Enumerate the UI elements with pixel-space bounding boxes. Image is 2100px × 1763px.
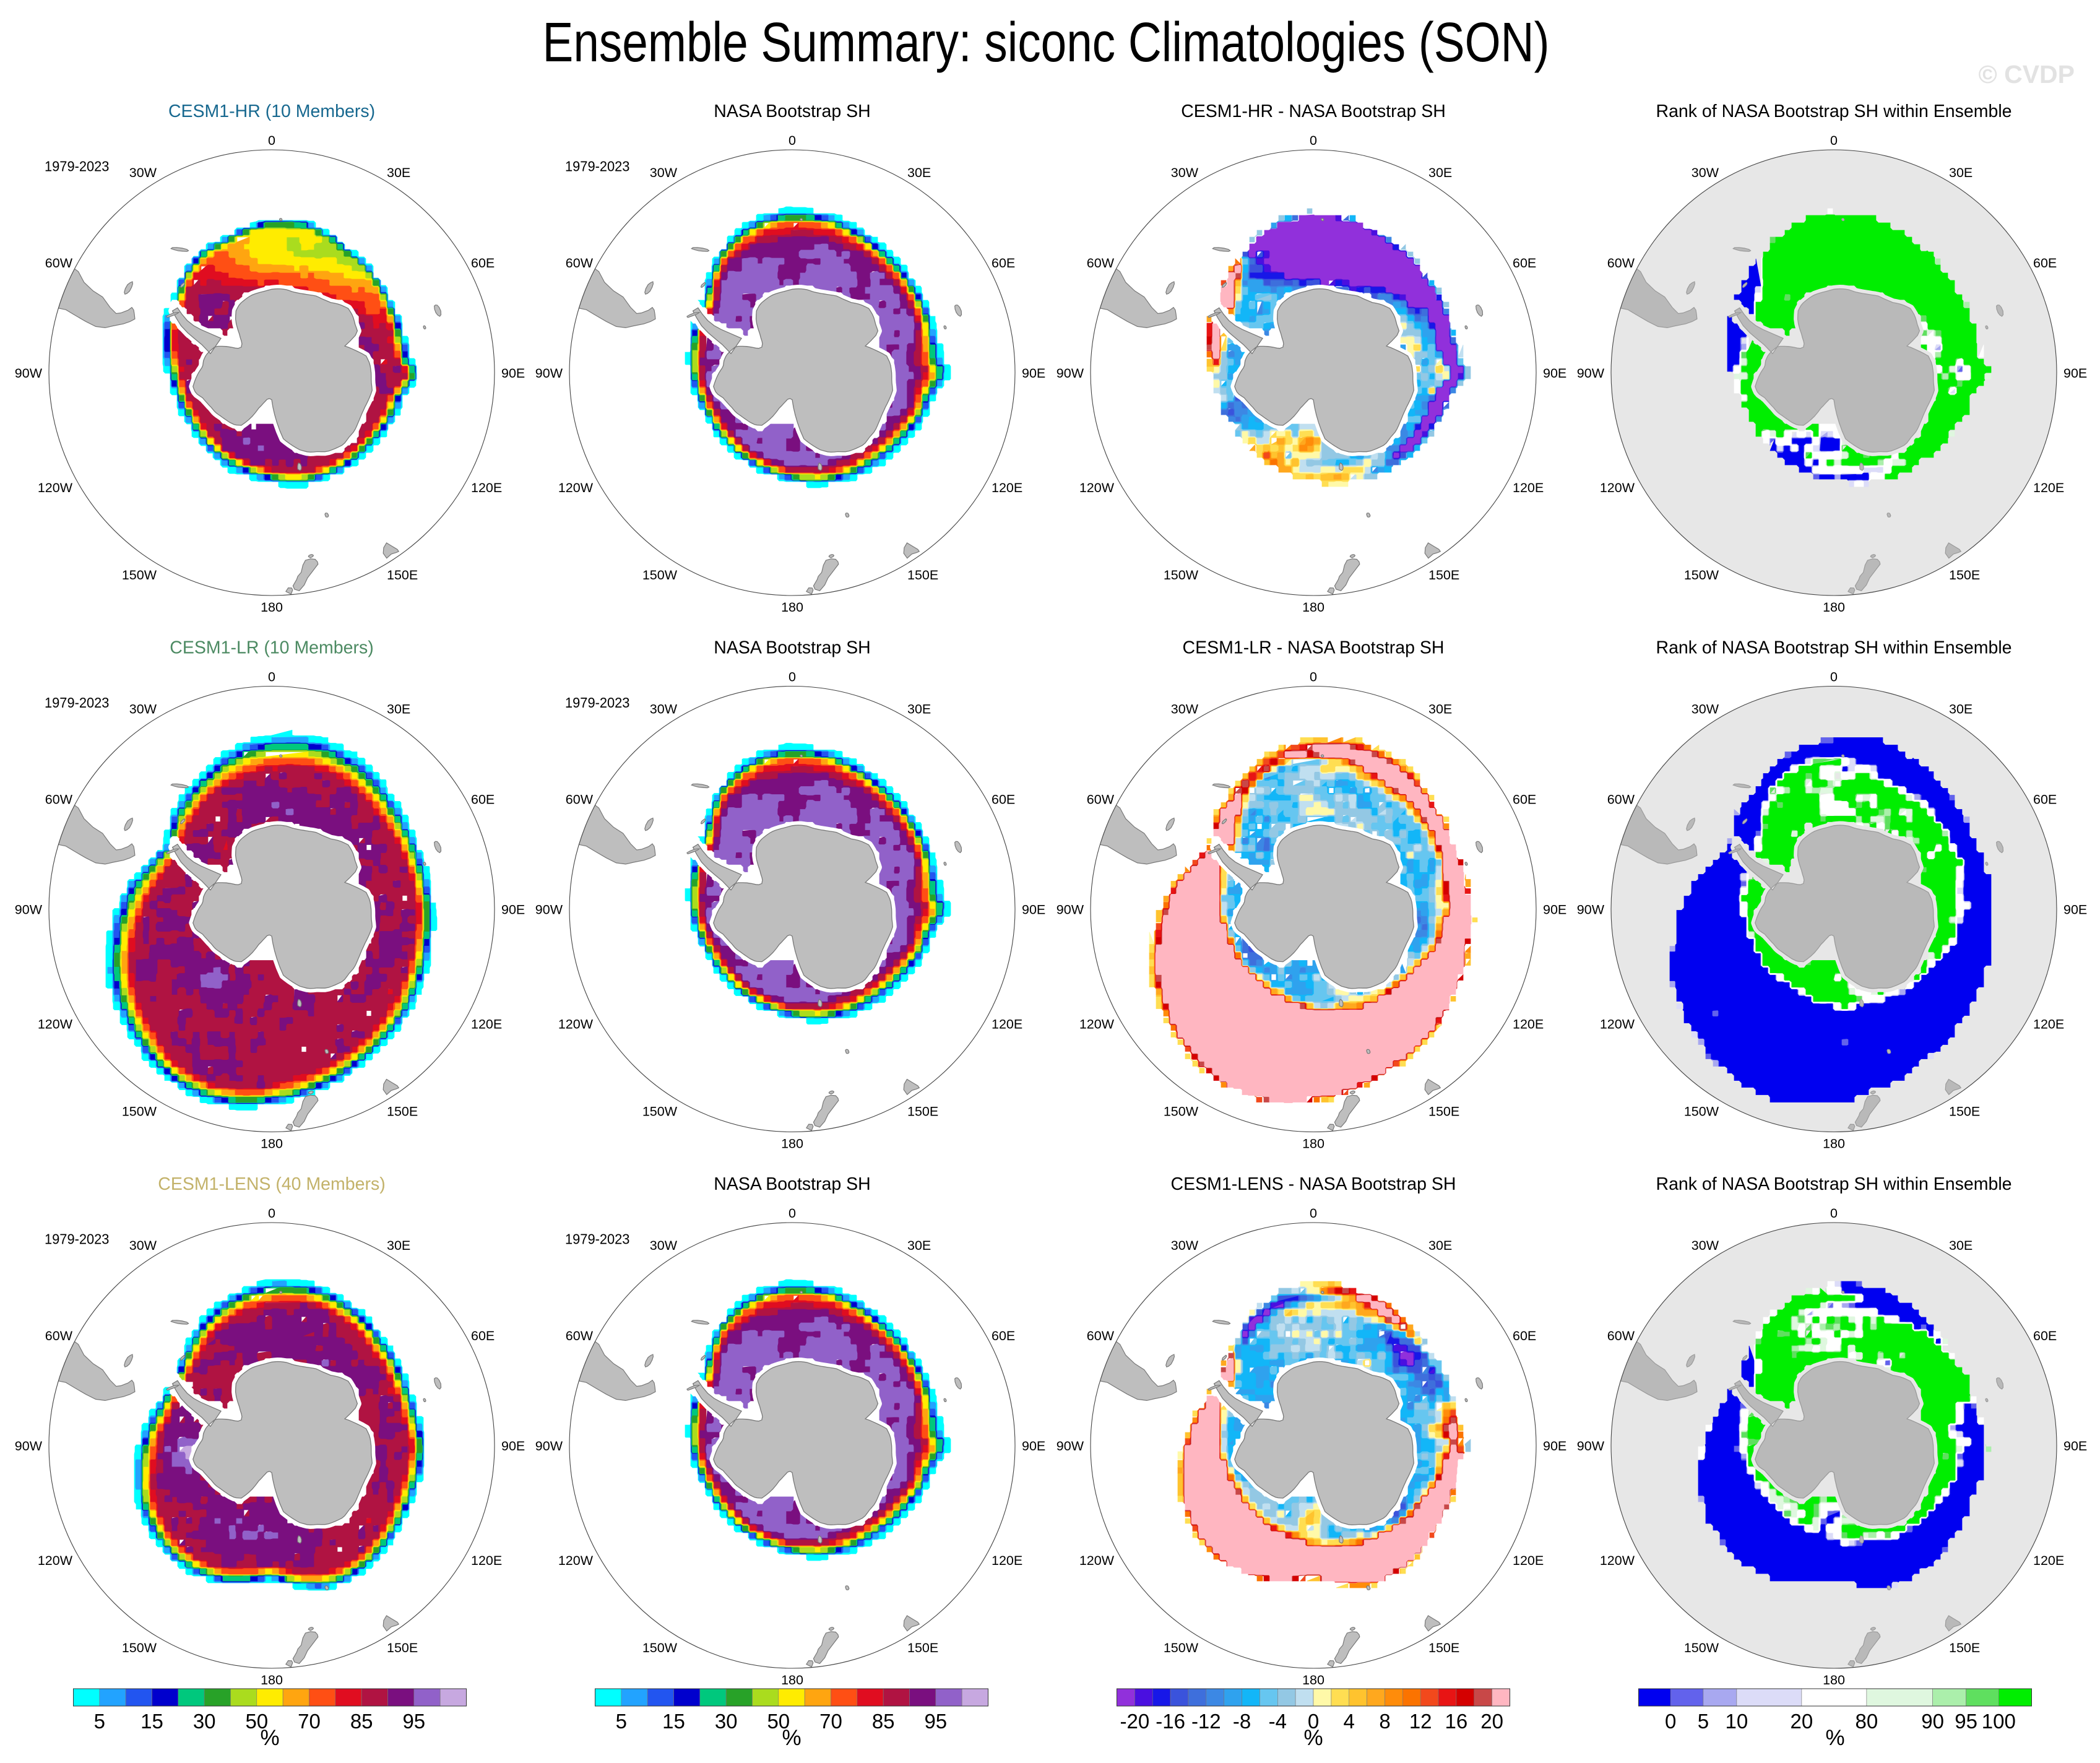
svg-text:100: 100 — [1982, 1710, 2016, 1733]
svg-text:0: 0 — [1665, 1710, 1676, 1733]
svg-text:1979-2023: 1979-2023 — [45, 1231, 109, 1247]
svg-text:1979-2023: 1979-2023 — [565, 1231, 629, 1247]
svg-text:1979-2023: 1979-2023 — [565, 158, 629, 175]
svg-text:8: 8 — [1379, 1710, 1390, 1733]
svg-text:%: % — [260, 1726, 279, 1750]
svg-text:4: 4 — [1344, 1710, 1355, 1733]
svg-text:50: 50 — [767, 1710, 790, 1733]
svg-text:90: 90 — [1921, 1710, 1944, 1733]
svg-text:85: 85 — [350, 1710, 373, 1733]
svg-text:CESM1-LENS - NASA Bootstrap SH: CESM1-LENS - NASA Bootstrap SH — [1171, 1174, 1456, 1194]
svg-text:© CVDP: © CVDP — [1978, 60, 2075, 89]
svg-text:20: 20 — [1480, 1710, 1503, 1733]
svg-text:1979-2023: 1979-2023 — [45, 158, 109, 175]
svg-text:12: 12 — [1409, 1710, 1432, 1733]
svg-text:CESM1-LENS (40 Members): CESM1-LENS (40 Members) — [158, 1174, 385, 1194]
svg-text:1979-2023: 1979-2023 — [45, 695, 109, 711]
svg-text:NASA Bootstrap SH: NASA Bootstrap SH — [714, 102, 870, 121]
svg-text:-16: -16 — [1156, 1710, 1185, 1733]
svg-text:%: % — [1303, 1726, 1323, 1750]
svg-text:15: 15 — [140, 1710, 163, 1733]
svg-text:Rank of NASA Bootstrap SH with: Rank of NASA Bootstrap SH within Ensembl… — [1656, 102, 2011, 121]
svg-text:Rank of NASA Bootstrap SH with: Rank of NASA Bootstrap SH within Ensembl… — [1656, 1174, 2011, 1194]
svg-text:5: 5 — [616, 1710, 627, 1733]
svg-text:15: 15 — [662, 1710, 685, 1733]
svg-text:0: 0 — [1308, 1710, 1319, 1733]
svg-text:CESM1-LR - NASA Bootstrap SH: CESM1-LR - NASA Bootstrap SH — [1183, 638, 1445, 658]
svg-text:CESM1-HR (10 Members): CESM1-HR (10 Members) — [168, 102, 375, 121]
svg-text:95: 95 — [1955, 1710, 1977, 1733]
svg-text:95: 95 — [402, 1710, 425, 1733]
svg-text:NASA Bootstrap SH: NASA Bootstrap SH — [714, 1174, 870, 1194]
svg-text:%: % — [782, 1726, 801, 1750]
svg-text:CESM1-HR - NASA Bootstrap SH: CESM1-HR - NASA Bootstrap SH — [1181, 102, 1446, 121]
svg-text:5: 5 — [94, 1710, 105, 1733]
svg-text:%: % — [1825, 1726, 1844, 1750]
svg-text:-20: -20 — [1120, 1710, 1150, 1733]
svg-text:30: 30 — [193, 1710, 216, 1733]
svg-text:95: 95 — [924, 1710, 947, 1733]
svg-text:Ensemble Summary: siconc Clima: Ensemble Summary: siconc Climatologies (… — [543, 11, 1550, 73]
svg-text:-8: -8 — [1233, 1710, 1251, 1733]
svg-text:20: 20 — [1791, 1710, 1813, 1733]
svg-text:30: 30 — [715, 1710, 738, 1733]
svg-text:80: 80 — [1856, 1710, 1878, 1733]
svg-text:10: 10 — [1726, 1710, 1748, 1733]
svg-text:85: 85 — [872, 1710, 895, 1733]
svg-text:1979-2023: 1979-2023 — [565, 695, 629, 711]
svg-text:-12: -12 — [1191, 1710, 1221, 1733]
svg-text:16: 16 — [1445, 1710, 1468, 1733]
svg-text:70: 70 — [298, 1710, 321, 1733]
svg-text:CESM1-LR (10 Members): CESM1-LR (10 Members) — [170, 638, 373, 658]
svg-text:50: 50 — [245, 1710, 268, 1733]
svg-text:Rank of NASA Bootstrap SH with: Rank of NASA Bootstrap SH within Ensembl… — [1656, 638, 2011, 658]
svg-text:-4: -4 — [1269, 1710, 1287, 1733]
svg-text:70: 70 — [819, 1710, 842, 1733]
svg-text:5: 5 — [1698, 1710, 1709, 1733]
svg-text:NASA Bootstrap SH: NASA Bootstrap SH — [714, 638, 870, 658]
